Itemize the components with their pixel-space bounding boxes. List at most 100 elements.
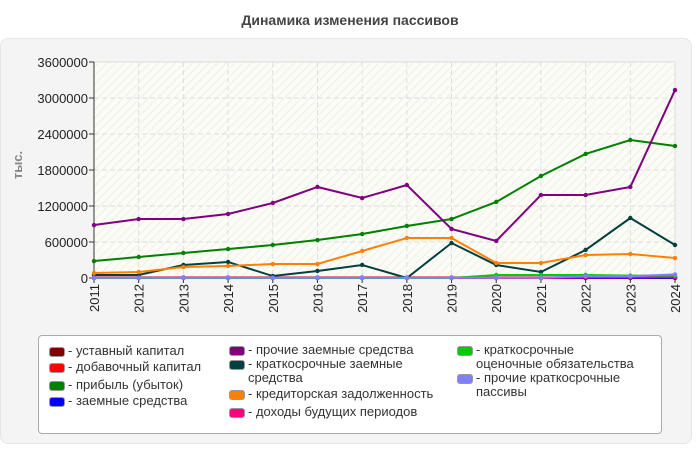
- data-point: [404, 275, 410, 280]
- x-tick-label: 2020: [489, 284, 504, 313]
- data-point: [449, 216, 454, 222]
- x-tick-label: 2011: [87, 284, 102, 312]
- data-point: [672, 242, 678, 248]
- legend-item: - заемные средства: [49, 394, 187, 408]
- legend-label: - добавочный капитал: [68, 359, 202, 374]
- data-point: [181, 250, 186, 256]
- legend-swatch: [229, 390, 245, 400]
- legend-swatch: [49, 363, 65, 373]
- data-point: [449, 240, 454, 246]
- series-6: [91, 235, 678, 276]
- data-point: [628, 251, 633, 257]
- legend-label: - прочие заемные средства: [248, 342, 414, 357]
- data-point: [359, 195, 365, 201]
- legend-swatch: [229, 408, 245, 418]
- series-line: [93, 236, 676, 275]
- legend-swatch: [457, 374, 473, 384]
- legend-label: - прочие краткосрочные пассивы: [476, 370, 621, 399]
- x-tick-label: 2022: [579, 284, 594, 313]
- data-point: [583, 252, 588, 258]
- data-point: [136, 216, 141, 222]
- legend-item: - краткосрочные оценочные обязательства: [457, 343, 642, 371]
- data-point: [315, 275, 320, 280]
- data-point: [359, 248, 365, 254]
- x-tick-label: 2015: [266, 284, 281, 313]
- x-tick-label: 2014: [221, 284, 236, 313]
- data-point: [583, 247, 588, 253]
- data-point: [583, 151, 588, 157]
- legend-item: - уставный капитал: [49, 344, 184, 358]
- data-point: [672, 87, 678, 93]
- x-tick-label: 2021: [534, 284, 549, 313]
- chart-title: Динамика изменения пассивов: [241, 12, 459, 28]
- data-point: [136, 254, 141, 260]
- data-point: [672, 255, 678, 261]
- data-point: [538, 275, 544, 280]
- y-tick-label: 3000000: [37, 91, 88, 106]
- data-point: [538, 173, 544, 179]
- data-point: [91, 270, 97, 276]
- legend-item: - прочие заемные средства: [229, 343, 444, 357]
- legend-item: - краткосрочные заемные средства: [229, 357, 444, 385]
- legend-label: - прибыль (убыток): [68, 377, 184, 392]
- y-tick-label: 600000: [45, 235, 88, 250]
- data-point: [538, 192, 544, 198]
- legend-swatch: [229, 360, 245, 370]
- data-point: [449, 235, 454, 241]
- legend-label: - доходы будущих периодов: [248, 404, 418, 419]
- y-axis-label: тыс.: [10, 151, 25, 179]
- data-point: [494, 199, 499, 205]
- data-point: [538, 260, 544, 266]
- data-point: [359, 231, 365, 237]
- y-tick-label: 0: [81, 271, 88, 286]
- data-point: [270, 242, 275, 248]
- data-point: [449, 226, 454, 232]
- series-9: [91, 272, 678, 280]
- data-point: [225, 259, 231, 265]
- x-tick-label: 2017: [355, 284, 370, 313]
- data-point: [91, 222, 97, 228]
- data-point: [494, 238, 499, 244]
- y-tick-label: 1800000: [37, 163, 88, 178]
- x-tick-label: 2013: [176, 284, 191, 313]
- data-point: [404, 223, 410, 229]
- legend: - уставный капитал - добавочный капитал - …: [38, 335, 662, 434]
- data-point: [270, 261, 275, 267]
- legend-swatch: [49, 347, 65, 357]
- y-tick-label: 1200000: [37, 199, 88, 214]
- data-point: [225, 246, 231, 252]
- data-point: [672, 272, 678, 277]
- data-point: [225, 263, 231, 269]
- data-point: [672, 143, 678, 149]
- legend-item: - кредиторская задолженность: [229, 387, 444, 401]
- data-point: [449, 275, 454, 280]
- legend-label: - кредиторская задолженность: [248, 386, 434, 401]
- series-2: [91, 137, 678, 264]
- legend-item: - добавочный капитал: [49, 360, 201, 374]
- data-point: [91, 275, 97, 280]
- y-tick-label: 3600000: [37, 55, 88, 70]
- data-point: [315, 237, 320, 243]
- data-point: [315, 268, 320, 274]
- data-point: [136, 269, 141, 275]
- series-line: [93, 89, 676, 243]
- data-point: [628, 215, 633, 221]
- data-point: [91, 258, 97, 264]
- x-tick-label: 2018: [400, 284, 415, 313]
- legend-label: - заемные средства: [68, 393, 188, 408]
- data-point: [136, 275, 141, 280]
- x-tick-label: 2023: [623, 284, 638, 313]
- data-point: [225, 275, 231, 280]
- legend-item: - прочие краткосрочные пассивы: [457, 371, 642, 399]
- data-point: [404, 235, 410, 241]
- legend-label: - краткосрочные оценочные обязательства: [476, 342, 634, 371]
- data-point: [181, 275, 186, 280]
- data-point: [583, 192, 588, 198]
- data-point: [494, 260, 499, 266]
- series-line: [94, 216, 676, 280]
- x-tick-label: 2024: [668, 284, 683, 313]
- data-point: [494, 275, 499, 280]
- data-point: [359, 262, 365, 268]
- data-point: [270, 200, 275, 206]
